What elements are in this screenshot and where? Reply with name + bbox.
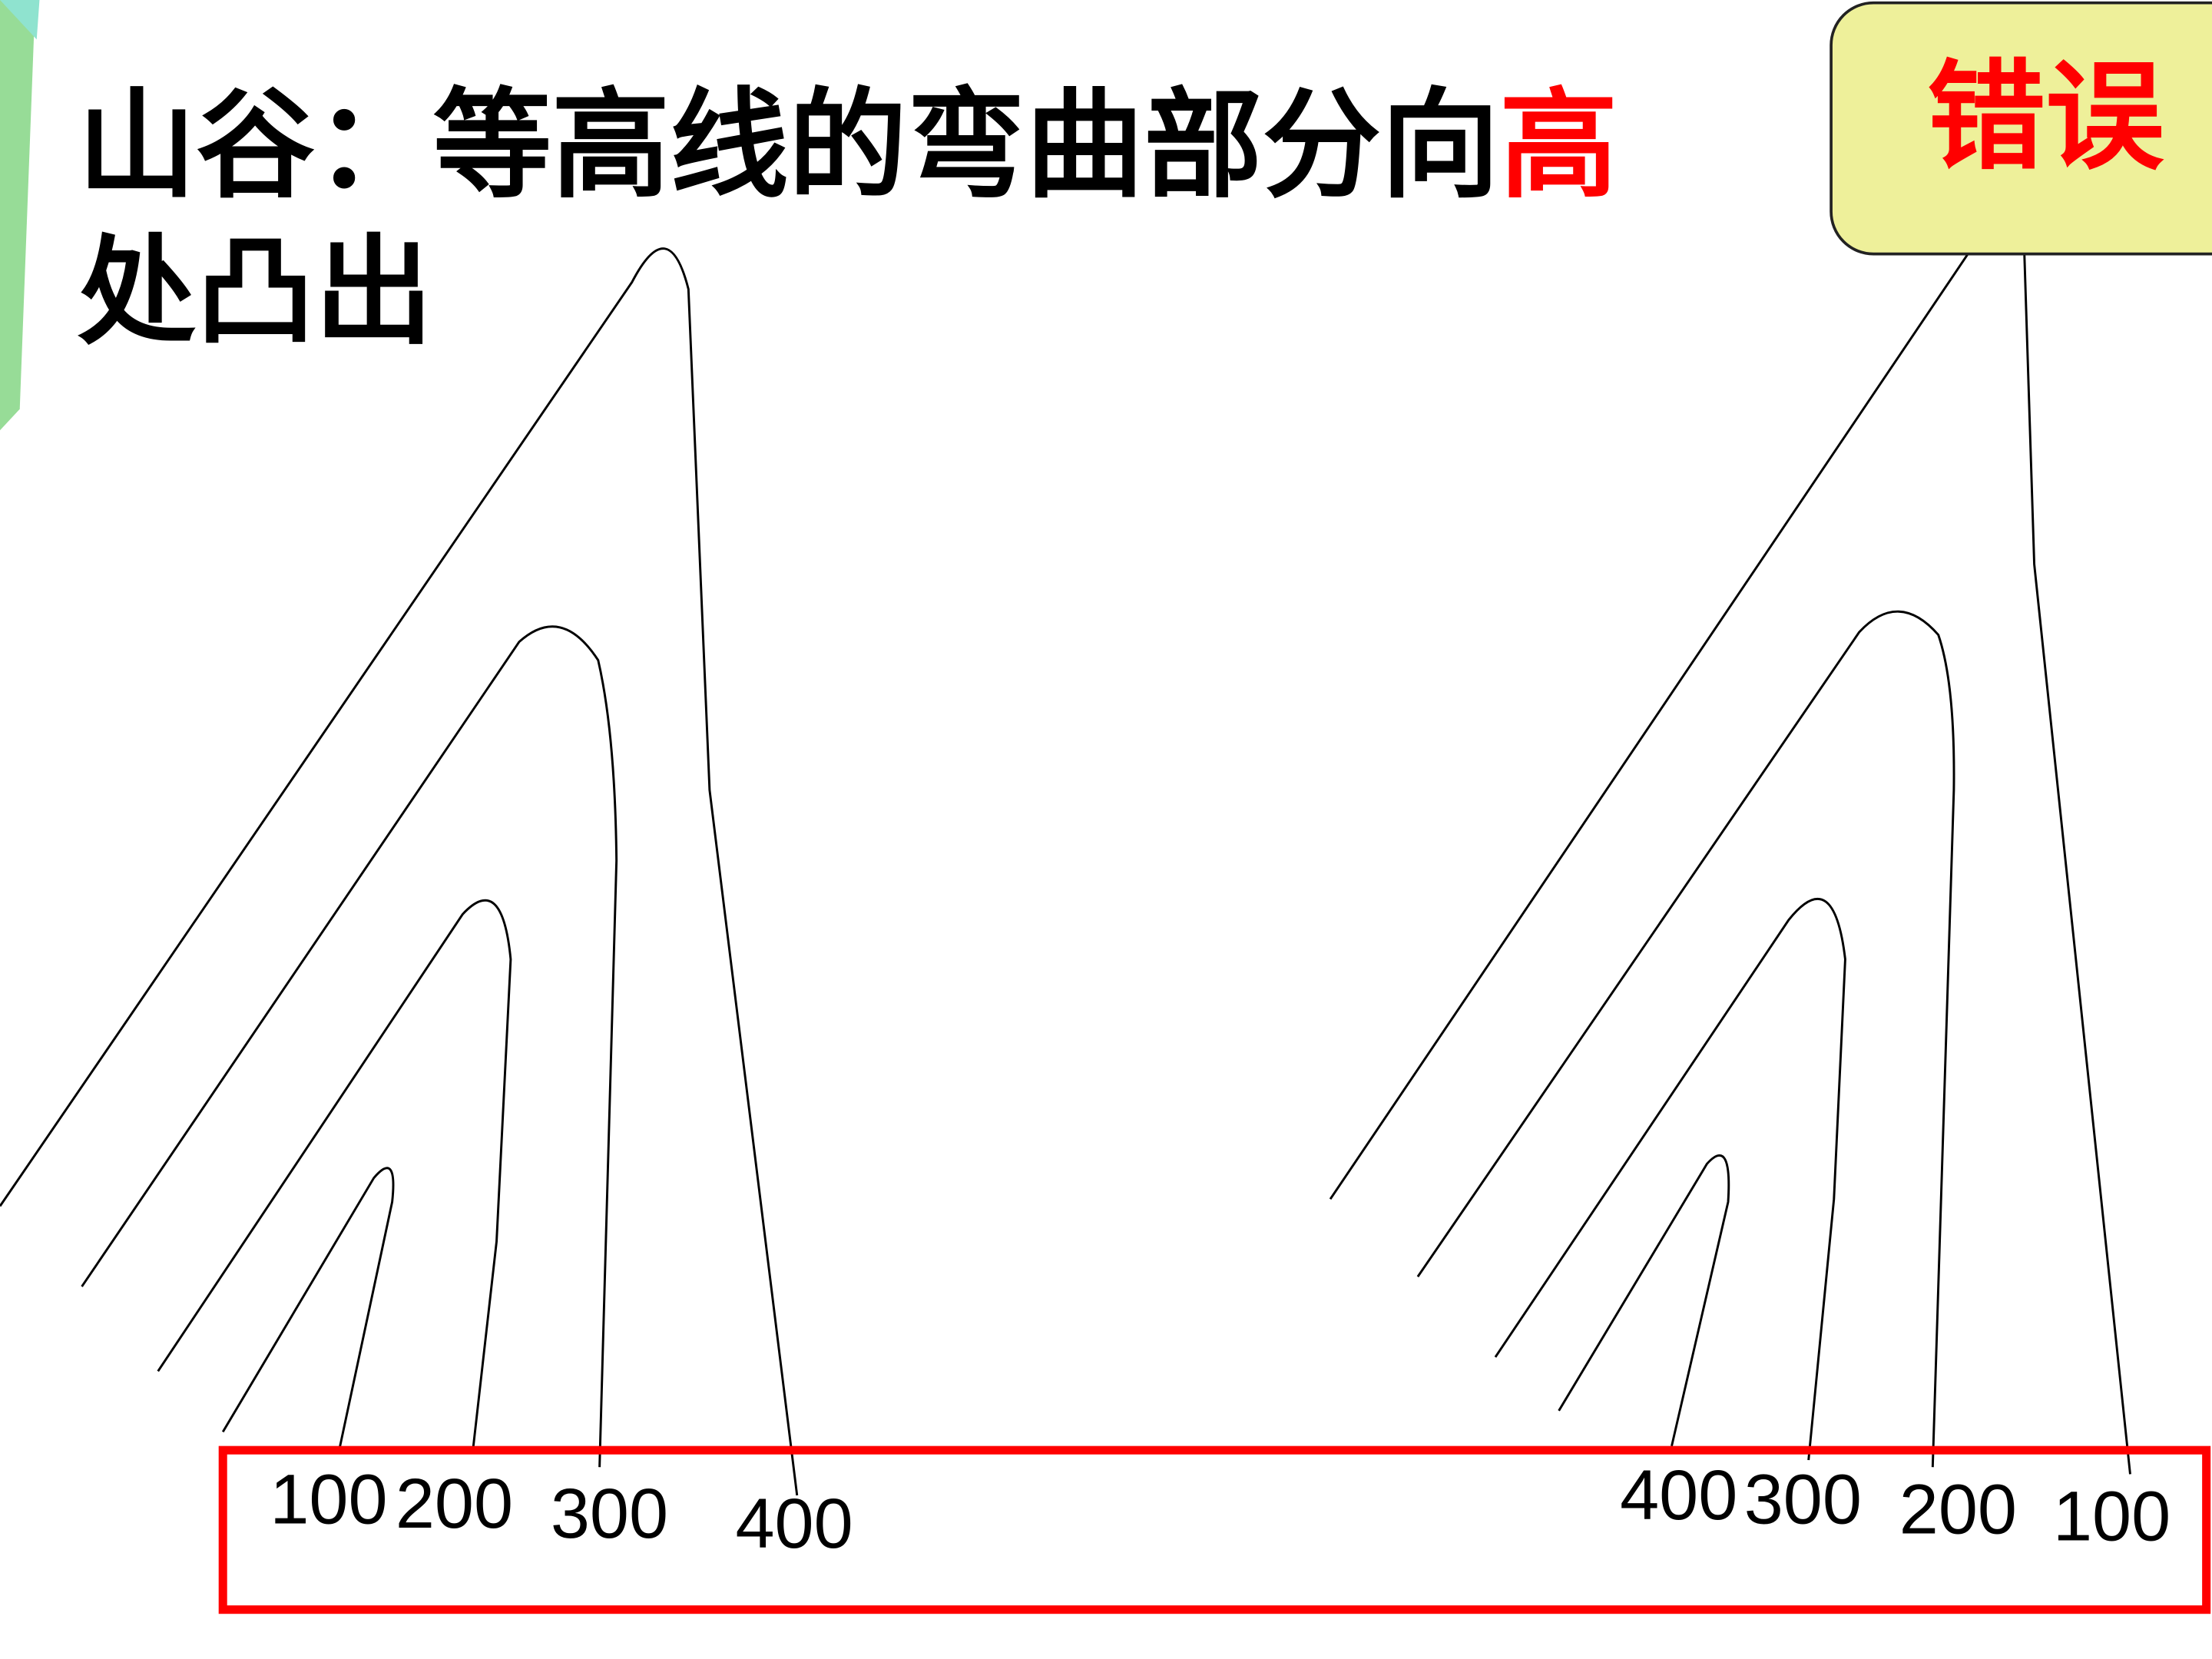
side-bar-teal	[0, 0, 40, 40]
contour-label: 200	[1899, 1471, 2017, 1549]
contour-left-400	[0, 247, 799, 1496]
verdict-text: 错误	[1927, 49, 2164, 187]
contour-label: 300	[1744, 1461, 1862, 1539]
contour-label: 200	[396, 1465, 513, 1543]
right-labels: 400 300 200 100	[1620, 1456, 2171, 1556]
contour-right-400	[1558, 1154, 1730, 1446]
title-red-text: 高	[1499, 77, 1618, 214]
contour-right-100-left	[1329, 253, 1969, 1200]
contour-label: 100	[270, 1461, 387, 1539]
left-contours	[0, 247, 799, 1496]
side-bar-green	[0, 0, 35, 431]
labels-highlight-box	[218, 1445, 2211, 1614]
contour-label: 400	[735, 1485, 853, 1563]
title-line2: 处凸出	[78, 224, 433, 361]
contour-label: 400	[1620, 1456, 1737, 1535]
contour-label: 100	[2053, 1478, 2171, 1556]
right-contours	[1329, 253, 2131, 1475]
verdict-box	[1830, 1, 2212, 256]
contour-right-100-right	[2023, 253, 2131, 1475]
contour-left-200	[157, 899, 512, 1454]
title-black-text: 山谷：等高线的弯曲部分向	[78, 77, 1499, 214]
title-line1: 山谷：等高线的弯曲部分向高	[78, 77, 1618, 214]
contour-right-300	[1494, 897, 1846, 1461]
contour-right-200	[1416, 610, 1955, 1468]
contour-left-300	[81, 625, 618, 1468]
contour-label: 300	[551, 1475, 668, 1553]
left-labels: 100 200 300 400	[270, 1461, 853, 1563]
contour-left-100	[221, 1167, 395, 1454]
